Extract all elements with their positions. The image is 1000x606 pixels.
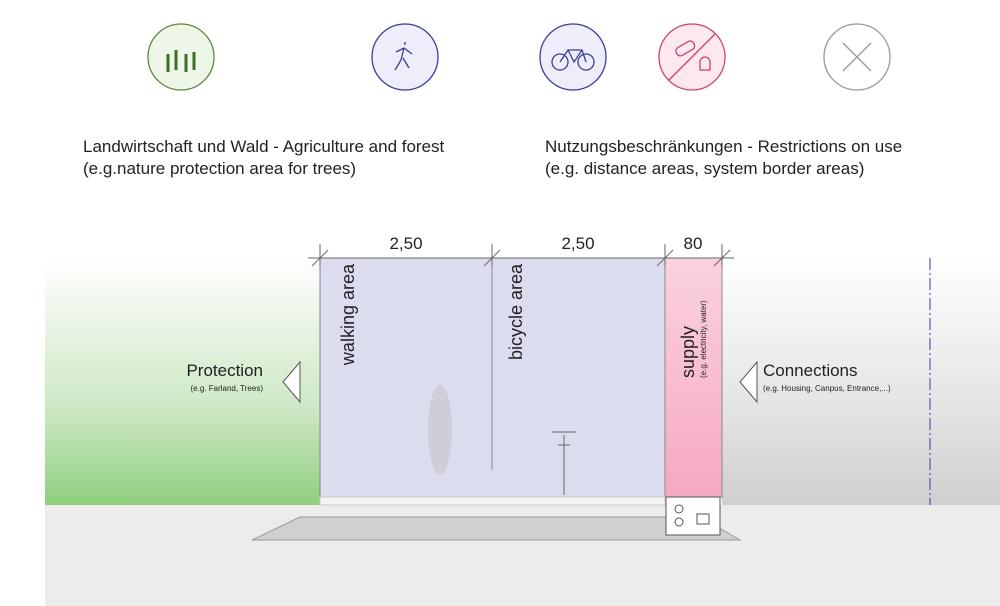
walking-icon — [372, 24, 438, 90]
zone-label: supply — [678, 326, 698, 378]
protection-zone — [45, 258, 320, 505]
zone-label: walking area — [338, 263, 358, 366]
bicycle-icon — [540, 24, 606, 90]
icons — [148, 24, 890, 90]
dimension-label: 80 — [684, 234, 703, 253]
zone-note: (e.g. electricity, water) — [699, 300, 708, 378]
legend-title: Nutzungsbeschränkungen - Restrictions on… — [545, 137, 902, 156]
legend-title: Landwirtschaft und Wald - Agriculture an… — [83, 137, 445, 156]
utility-box — [666, 497, 720, 535]
dimension-label: 2,50 — [389, 234, 422, 253]
legend-subtitle: (e.g.nature protection area for trees) — [83, 159, 356, 178]
zone-label: bicycle area — [506, 263, 526, 360]
agriculture-icon — [148, 24, 214, 90]
pavement — [320, 497, 665, 505]
side-note: (e.g. Farland, Trees) — [191, 384, 264, 393]
legend-subtitle: (e.g. distance areas, system border area… — [545, 159, 864, 178]
connections-zone — [722, 258, 1000, 505]
dimension-label: 2,50 — [561, 234, 594, 253]
side-label: Protection — [186, 361, 263, 380]
side-label: Connections — [763, 361, 858, 380]
side-note: (e.g. Housing, Canpus, Entrance,...) — [763, 384, 891, 393]
person-silhouette — [428, 385, 452, 475]
section-diagram: Landwirtschaft und Wald - Agriculture an… — [0, 0, 1000, 606]
